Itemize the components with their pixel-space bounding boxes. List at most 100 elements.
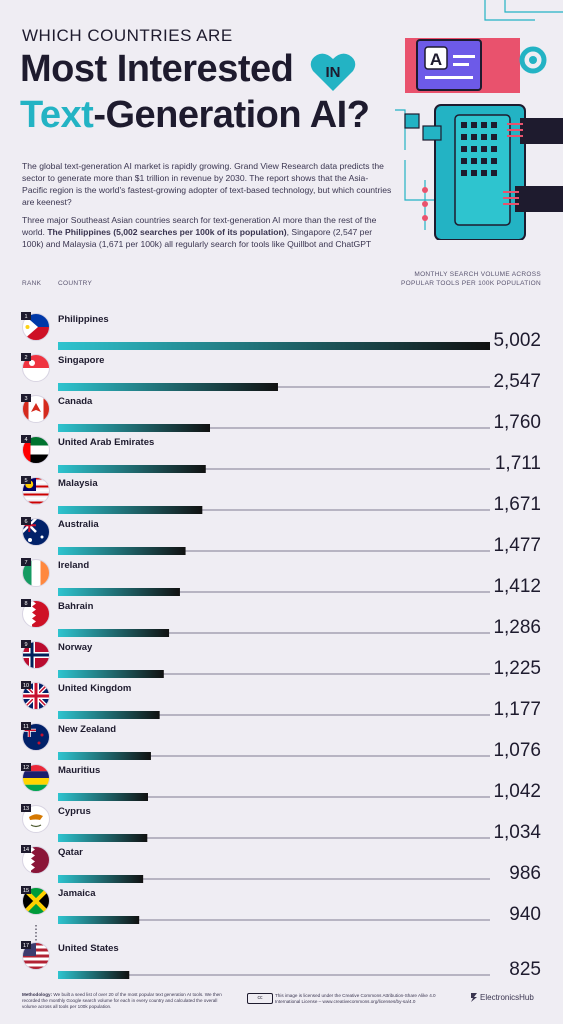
jamaica-flag <box>22 887 50 915</box>
bar <box>58 383 278 391</box>
country-label: Malaysia <box>58 478 98 489</box>
country-label: Singapore <box>58 355 104 366</box>
flag-ring <box>22 600 50 628</box>
intro-p2-end: , Singapore (2,547 per 100k) and Malaysi… <box>22 227 373 249</box>
methodology-note: Methodology: We built a seed list of ove… <box>22 992 222 1010</box>
chart-row-norway: 9 Norway 1,225 <box>21 640 541 679</box>
value-label: 1,711 <box>495 453 541 474</box>
title-line-1: Most Interested <box>20 48 294 90</box>
rank-badge-bg <box>21 476 31 484</box>
in-badge: IN <box>310 53 356 91</box>
mauritius-flag <box>22 764 50 792</box>
country-column-header: COUNTRY <box>58 280 93 287</box>
flag-ring <box>22 682 50 710</box>
bar <box>58 629 170 637</box>
country-label: Australia <box>58 519 99 530</box>
rank-badge-bg <box>21 886 31 894</box>
chart-row-philippines: 1 Philippines 5,002 <box>21 312 541 351</box>
rank-label: 11 <box>23 724 29 730</box>
flag-ring <box>22 395 50 423</box>
rank-badge-bg <box>21 804 31 812</box>
rank-badge-bg <box>21 353 31 361</box>
flag-ring <box>22 641 50 669</box>
value-label: 5,002 <box>493 330 541 351</box>
flag-ring <box>22 764 50 792</box>
rank-label: 17 <box>23 943 29 949</box>
intro-p2-bold: The Philippines (5,002 searches per 100k… <box>47 227 287 237</box>
svg-text:A: A <box>430 50 442 69</box>
flag-ring <box>22 942 50 970</box>
flag-ring <box>22 723 50 751</box>
methodology-text: We built a seed list of over 20 of the m… <box>22 992 222 1009</box>
rank-badge-bg <box>21 558 31 566</box>
value-label: 1,477 <box>493 535 541 556</box>
bar <box>58 588 180 596</box>
bahrain-flag <box>22 600 50 628</box>
country-label: Canada <box>58 396 93 407</box>
value-label: 1,177 <box>493 699 541 720</box>
rank-label: 1 <box>24 314 27 320</box>
title-rest: -Generation AI? <box>93 94 370 136</box>
intro-paragraph-2: Three major Southeast Asian countries se… <box>22 214 392 250</box>
brand-logo-icon <box>471 993 477 1002</box>
rank-badge-bg <box>21 435 31 443</box>
rank-badge-bg <box>21 763 31 771</box>
country-label: Philippines <box>58 314 109 325</box>
kicker-text: WHICH COUNTRIES ARE <box>22 26 233 45</box>
title-line-2: Text-Generation AI? <box>20 94 370 137</box>
chart-row-canada: 3 Canada 1,760 <box>21 394 541 433</box>
rank-badge-bg <box>21 394 31 402</box>
country-label: Bahrain <box>58 601 94 612</box>
rank-label: 9 <box>24 642 27 648</box>
flag-ring <box>22 559 50 587</box>
rank-label: 4 <box>24 437 27 443</box>
rank-label: 10 <box>23 683 29 689</box>
flag-ring <box>22 518 50 546</box>
rank-label: 13 <box>23 806 29 812</box>
rank-label: 12 <box>23 765 29 771</box>
rank-label: 2 <box>24 355 27 361</box>
country-label: Mauritius <box>58 765 100 776</box>
country-label: United Kingdom <box>58 683 131 694</box>
value-label: 1,034 <box>493 822 541 843</box>
flag-ring <box>22 354 50 382</box>
value-label: 825 <box>509 959 541 980</box>
flag-ring <box>22 436 50 464</box>
philippines-flag <box>22 313 50 341</box>
value-label: 1,671 <box>493 494 541 515</box>
rank-label: 15 <box>23 888 29 894</box>
flag-ring <box>22 846 50 874</box>
chart-row-new-zealand: 11 New Zealand 1,076 <box>21 722 541 761</box>
chart-row-bahrain: 8 Bahrain 1,286 <box>21 599 541 638</box>
value-label: 1,760 <box>493 412 541 433</box>
country-label: United States <box>58 943 119 954</box>
bar <box>58 916 140 924</box>
rank-label: 14 <box>23 847 29 853</box>
bar <box>58 547 186 555</box>
flag-ring <box>22 887 50 915</box>
methodology-label: Methodology: <box>22 992 53 997</box>
value-label: 1,076 <box>493 740 541 761</box>
rank-label: 8 <box>24 601 27 607</box>
rank-badge-bg <box>21 599 31 607</box>
bar <box>58 465 206 473</box>
country-label: United Arab Emirates <box>58 437 154 448</box>
volume-column-header: MONTHLY SEARCH VOLUME ACROSS POPULAR TOO… <box>401 271 541 287</box>
cc-license-icon: cc <box>247 993 273 1004</box>
flag-ring <box>22 313 50 341</box>
flag-ring <box>22 805 50 833</box>
bar <box>58 670 164 678</box>
rank-badge-bg <box>21 941 31 949</box>
country-label: Jamaica <box>58 888 96 899</box>
intro-paragraph-1: The global text-generation AI market is … <box>22 161 392 207</box>
chart-row-mauritius: 12 Mauritius 1,042 <box>21 763 541 802</box>
country-label: Qatar <box>58 847 83 858</box>
intro-p2-start: Three major Southeast Asian countries se… <box>22 215 377 237</box>
ireland-flag <box>22 559 50 587</box>
rank-badge-bg <box>21 681 31 689</box>
chart-row-qatar: 14 Qatar 986 <box>21 845 541 884</box>
value-label: 1,225 <box>493 658 541 679</box>
uae-flag <box>22 436 50 464</box>
chart-row-cyprus: 13 Cyprus 1,034 <box>21 804 541 843</box>
value-label: 2,547 <box>493 371 541 392</box>
